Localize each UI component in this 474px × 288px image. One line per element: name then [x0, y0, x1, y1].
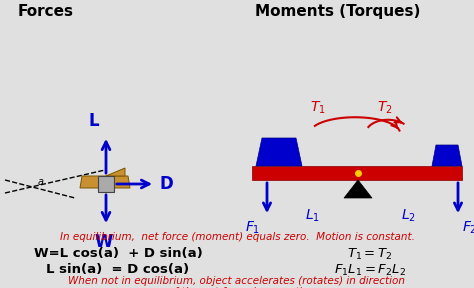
Polygon shape: [344, 180, 372, 198]
Text: a: a: [38, 177, 44, 187]
Text: $F_2$: $F_2$: [463, 220, 474, 236]
Text: W: W: [95, 233, 113, 251]
Polygon shape: [80, 176, 130, 188]
Text: $T_2$: $T_2$: [377, 100, 393, 116]
Text: When not in equilibrium, object accelerates (rotates) in direction: When not in equilibrium, object accelera…: [69, 276, 405, 286]
Text: Moments (Torques): Moments (Torques): [255, 4, 420, 19]
Text: $T_1$: $T_1$: [310, 100, 326, 116]
Polygon shape: [256, 138, 302, 166]
Text: $T_1 = T_2$: $T_1 = T_2$: [347, 247, 393, 262]
Text: L sin(a)  = D cos(a): L sin(a) = D cos(a): [46, 263, 190, 276]
Text: $F_1 L_1 = F_2 L_2$: $F_1 L_1 = F_2 L_2$: [334, 263, 406, 278]
Text: L: L: [89, 112, 100, 130]
Polygon shape: [106, 168, 125, 176]
Text: $L_2$: $L_2$: [401, 208, 416, 224]
Bar: [252, 166, 462, 180]
Text: D: D: [160, 175, 174, 193]
Text: $L_1$: $L_1$: [304, 208, 319, 224]
Text: of the net force (moment).: of the net force (moment).: [168, 286, 306, 288]
Text: Forces: Forces: [18, 4, 74, 19]
FancyBboxPatch shape: [98, 176, 114, 192]
Text: W=L cos(a)  + D sin(a): W=L cos(a) + D sin(a): [34, 247, 202, 260]
Text: In equilibrium,  net force (moment) equals zero.  Motion is constant.: In equilibrium, net force (moment) equal…: [60, 232, 414, 242]
Polygon shape: [432, 145, 462, 166]
Text: $F_1$: $F_1$: [246, 220, 261, 236]
